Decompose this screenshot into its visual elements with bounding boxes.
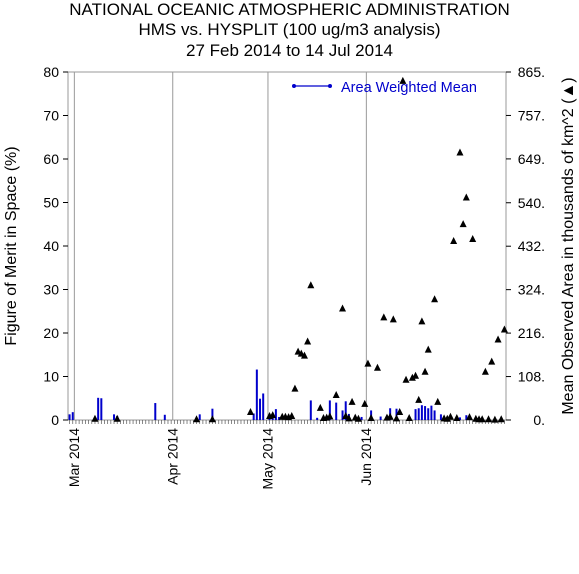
- y-left-tick-label: 20: [43, 325, 59, 341]
- y-right-tick-label: 216.: [518, 325, 545, 341]
- area-marker-2014-06-22: [431, 295, 439, 303]
- area-marker-2014-05-25: [342, 411, 350, 419]
- y-left-tick-label: 80: [43, 64, 59, 80]
- area-marker-2014-05-29: [354, 414, 362, 422]
- area-marker-2014-05-27: [348, 397, 356, 405]
- x-tick-label: Mar 2014: [66, 428, 82, 487]
- y-left-tick-label: 50: [43, 195, 59, 211]
- y-right-tick-label: 540.: [518, 195, 545, 211]
- area-marker-2014-05-02: [269, 411, 277, 419]
- area-marker-2014-07-14: [500, 325, 508, 333]
- area-marker-2014-04-25: [247, 407, 254, 415]
- area-marker-2014-06-13: [402, 375, 410, 383]
- area-marker-2014-06-20: [424, 345, 432, 353]
- area-marker-2014-07-04: [469, 234, 477, 242]
- area-marker-2014-07-09: [485, 415, 493, 423]
- y-right-tick-label: 757.: [518, 107, 545, 123]
- area-marker-2014-05-17: [316, 403, 324, 411]
- y-right-tick-label: 865.: [518, 64, 545, 80]
- x-tick-label: May 2014: [260, 428, 276, 490]
- y-left-tick-label: 10: [43, 369, 59, 385]
- y-left-tick-label: 40: [43, 238, 59, 254]
- area-marker-2014-03-14: [113, 414, 121, 422]
- area-marker-2014-06-09: [389, 315, 397, 323]
- area-marker-2014-07-02: [462, 193, 470, 201]
- area-marker-2014-05-12: [300, 351, 308, 359]
- area-marker-2014-07-07: [478, 415, 486, 423]
- area-marker-2014-06-15: [408, 373, 416, 381]
- area-marker-2014-05-26: [345, 414, 353, 422]
- y-right-tick-label: 649.: [518, 151, 545, 167]
- y-left-tick-label: 70: [43, 108, 59, 124]
- area-marker-2014-05-09: [291, 384, 299, 392]
- area-marker-2014-06-18: [418, 317, 426, 325]
- area-marker-2014-05-07: [285, 413, 293, 421]
- area-marker-2014-05-31: [361, 399, 369, 407]
- y-left-tick-label: 60: [43, 151, 59, 167]
- chart-subtitle: 27 Feb 2014 to 14 Jul 2014: [186, 41, 393, 60]
- y-left-axis-label: Figure of Merit in Space (%): [3, 146, 20, 345]
- y-right-tick-label: 432.: [518, 238, 545, 254]
- area-marker-2014-07-12: [494, 335, 502, 343]
- x-tick-label: Jun 2014: [358, 428, 374, 486]
- area-marker-2014-06-19: [421, 367, 429, 375]
- area-marker-2014-07-03: [466, 413, 473, 421]
- area-marker-2014-06-02: [367, 413, 375, 421]
- area-marker-2014-07-10: [488, 357, 496, 365]
- x-tick-label: Apr 2014: [164, 428, 180, 485]
- area-marker-2014-06-04: [373, 363, 381, 371]
- area-marker-2014-04-13: [208, 415, 216, 423]
- area-marker-2014-05-22: [332, 391, 340, 399]
- area-marker-2014-06-26: [443, 414, 451, 422]
- area-marker-2014-06-23: [434, 397, 442, 405]
- area-marker-2014-06-30: [456, 148, 464, 156]
- area-marker-2014-07-11: [491, 415, 499, 423]
- area-marker-2014-07-08: [481, 367, 489, 375]
- area-marker-2014-06-12: [399, 76, 407, 84]
- area-marker-2014-06-11: [396, 407, 404, 415]
- area-marker-2014-05-20: [326, 412, 334, 420]
- area-marker-2014-05-14: [307, 281, 315, 289]
- area-marker-2014-03-07: [91, 414, 99, 422]
- area-marker-2014-07-13: [497, 415, 505, 423]
- area-marker-2014-06-01: [364, 359, 372, 367]
- area-marker-2014-04-08: [193, 415, 201, 423]
- y-left-tick-label: 0: [51, 412, 59, 428]
- area-marker-2014-06-16: [412, 371, 420, 379]
- area-marker-2014-06-14: [405, 413, 413, 421]
- y-right-tick-label: 0.: [533, 412, 545, 428]
- y-right-tick-label: 108.: [518, 369, 545, 385]
- area-marker-2014-06-17: [415, 395, 423, 403]
- y-right-tick-label: 324.: [518, 282, 545, 298]
- area-marker-2014-06-28: [450, 236, 458, 244]
- area-marker-2014-06-10: [393, 414, 400, 422]
- area-marker-2014-05-13: [304, 337, 312, 345]
- area-marker-2014-07-01: [459, 220, 467, 228]
- legend-label: Area Weighted Mean: [341, 80, 477, 96]
- area-marker-2014-06-06: [380, 313, 388, 321]
- plot-frame: [67, 71, 507, 421]
- chart-header-line-1: NATIONAL OCEANIC ATMOSPHERIC ADMINISTRAT…: [69, 0, 510, 19]
- area-marker-2014-06-29: [453, 413, 461, 421]
- area-marker-2014-07-05: [472, 414, 480, 422]
- y-right-axis-label: Mean Observed Area in thousands of km^2 …: [560, 77, 577, 414]
- chart-title: HMS vs. HYSPLIT (100 ug/m3 analysis): [138, 20, 441, 39]
- area-marker-2014-05-24: [339, 304, 347, 312]
- area-marker-2014-06-08: [386, 412, 394, 420]
- legend-marker-end: [328, 84, 332, 88]
- legend-marker-start: [292, 84, 296, 88]
- y-left-tick-label: 30: [43, 282, 59, 298]
